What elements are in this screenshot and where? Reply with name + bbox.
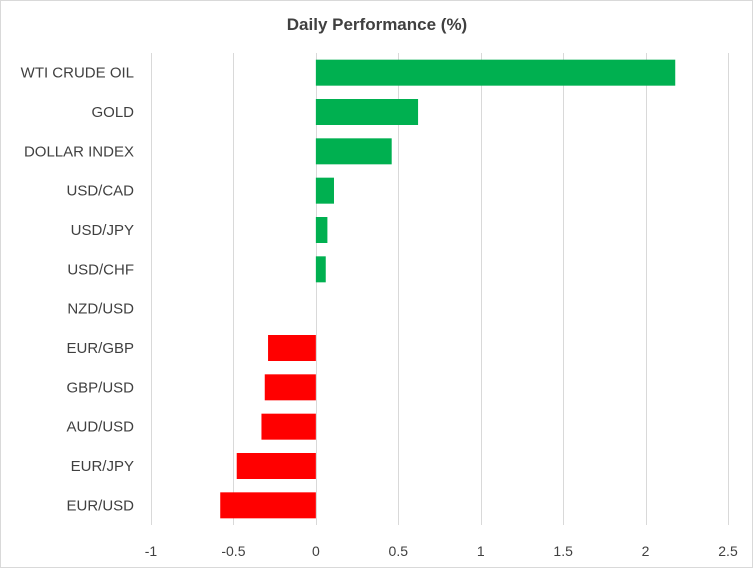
bar-aud-usd <box>261 413 316 440</box>
x-tick-label: 0.5 <box>389 543 409 559</box>
category-label: DOLLAR INDEX <box>24 143 134 160</box>
category-label: USD/CHF <box>67 261 134 278</box>
x-tick-label: -0.5 <box>221 543 245 559</box>
x-tick-label: 2 <box>642 543 650 559</box>
bar-dollar-index <box>315 138 392 165</box>
category-label: GOLD <box>91 104 134 121</box>
bar-gbp-usd <box>264 374 316 401</box>
category-label: WTI CRUDE OIL <box>21 65 134 82</box>
x-tick-label: 2.5 <box>718 543 738 559</box>
bar-eur-jpy <box>236 453 316 479</box>
bar-gold <box>315 99 419 125</box>
bar-usd-chf <box>315 256 326 283</box>
bars <box>220 59 676 519</box>
category-labels: WTI CRUDE OIL GOLD DOLLAR INDEX USD/CAD USD/… <box>21 65 135 515</box>
x-tick-label: 1.5 <box>553 543 573 559</box>
category-label: EUR/GBP <box>66 340 134 357</box>
category-label: USD/CAD <box>66 183 134 200</box>
bar-usd-jpy <box>315 217 328 243</box>
bar-wti-crude-oil <box>315 59 676 86</box>
category-label: USD/JPY <box>71 222 134 239</box>
bar-usd-cad <box>315 177 334 204</box>
category-label: EUR/USD <box>66 497 134 514</box>
x-tick-label: -1 <box>145 543 158 559</box>
category-label: AUD/USD <box>66 419 134 436</box>
x-tick-label: 0 <box>312 543 320 559</box>
category-label: GBP/USD <box>66 379 134 396</box>
x-axis-tick-labels: -1 -0.5 0 0.5 1 1.5 2 2.5 <box>145 543 738 559</box>
gridlines <box>151 53 729 525</box>
bar-eur-usd <box>220 492 316 519</box>
x-tick-label: 1 <box>477 543 485 559</box>
chart-title: Daily Performance (%) <box>287 15 467 34</box>
bar-eur-gbp <box>268 335 316 361</box>
category-label: NZD/USD <box>67 301 134 318</box>
category-label: EUR/JPY <box>71 458 134 475</box>
